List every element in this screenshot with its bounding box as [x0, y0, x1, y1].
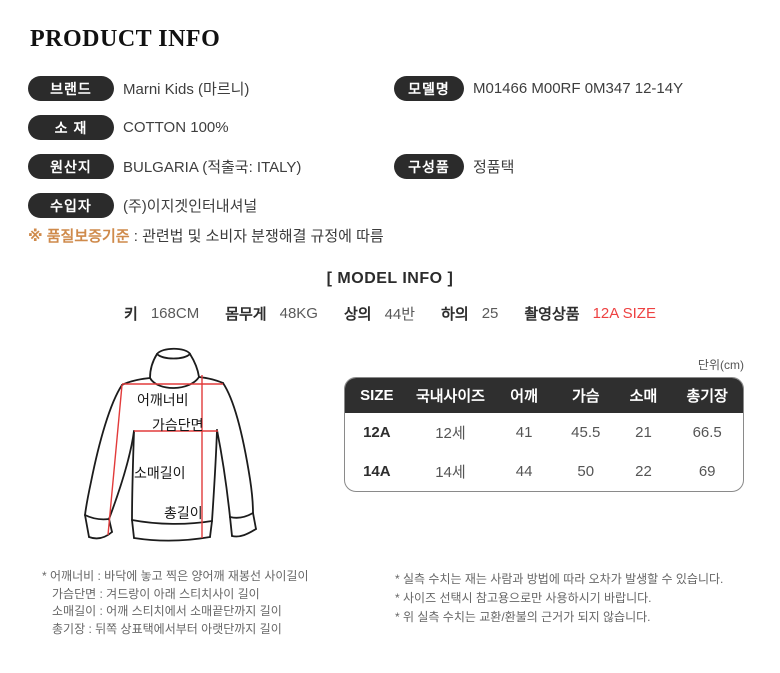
importer-value: (주)이지겟인터내셔널	[123, 198, 258, 215]
size-table-header-row: SIZE 국내사이즈 어깨 가슴 소매 총기장	[345, 378, 743, 413]
model-name-value: M01466 M00RF 0M347 12-14Y	[473, 80, 684, 97]
model-info-value: 168CM	[150, 305, 200, 322]
cell-chest: 45.5	[571, 424, 601, 441]
col-header-size: SIZE	[345, 378, 409, 413]
brand-value: Marni Kids (마르니)	[123, 81, 250, 98]
model-info-label: 하의	[441, 306, 469, 323]
model-info-highlight-value: 12A SIZE	[592, 305, 656, 322]
model-info-value: 44반	[384, 306, 416, 323]
quality-guarantee-label: ※ 품질보증기준	[28, 228, 130, 245]
cell-total-length: 66.5	[692, 424, 722, 441]
model-info-label: 키	[124, 306, 138, 323]
model-info-label: 촬영상품	[524, 306, 580, 323]
origin-label-badge: 원산지	[28, 154, 114, 179]
col-header-domestic-size: 국내사이즈	[408, 378, 493, 413]
col-header-total-length: 총기장	[671, 378, 743, 413]
model-info-weight: 몸무게 48KG	[225, 303, 318, 324]
material-label-badge: 소 재	[28, 115, 114, 140]
model-info-value: 25	[481, 305, 499, 322]
spec-row-material: 소 재 COTTON 100%	[28, 115, 229, 140]
material-value: COTTON 100%	[123, 119, 229, 136]
model-info-heading: [ MODEL INFO ]	[326, 270, 454, 287]
table-row: 14A 14세 44 50 22 69	[345, 452, 743, 491]
unit-note: 단위(cm)	[697, 358, 744, 372]
size-table: SIZE 국내사이즈 어깨 가슴 소매 총기장 12A 12세 41 45.5 …	[344, 377, 744, 492]
model-name-label-badge: 모델명	[394, 76, 464, 101]
col-header-chest: 가슴	[555, 378, 616, 413]
brand-label-badge: 브랜드	[28, 76, 114, 101]
disclaimer-footnotes: * 실측 수치는 재는 사람과 방법에 따라 오차가 발생할 수 있습니다. *…	[395, 570, 723, 627]
footnote-line: * 실측 수치는 재는 사람과 방법에 따라 오차가 발생할 수 있습니다.	[395, 572, 724, 586]
model-info-row: 키 168CM 몸무게 48KG 상의 44반 하의 25 촬영상품 12A S…	[0, 303, 780, 324]
col-header-shoulder: 어깨	[492, 378, 556, 413]
cell-shoulder: 41	[515, 424, 533, 441]
table-row: 12A 12세 41 45.5 21 66.5	[345, 413, 743, 452]
components-label-badge: 구성품	[394, 154, 464, 179]
model-info-height: 키 168CM	[124, 303, 199, 324]
spec-row-model-name: 모델명 M01466 M00RF 0M347 12-14Y	[394, 76, 683, 101]
measurement-footnotes: * 어깨너비 : 바닥에 놓고 찍은 양어깨 재봉선 사이길이 가슴단면 : 겨…	[42, 568, 309, 638]
model-info-label: 상의	[343, 306, 372, 323]
diagram-chest-label: 가슴단면	[152, 417, 204, 433]
cell-sleeve: 22	[635, 463, 652, 480]
footnote-line: * 어깨너비 : 바닥에 놓고 찍은 양어깨 재봉선 사이길이	[42, 569, 309, 583]
cell-sleeve: 21	[635, 424, 652, 441]
quality-guarantee-note: ※ 품질보증기준 : 관련법 및 소비자 분쟁해결 규정에 따름	[28, 225, 384, 246]
components-value: 정품택	[473, 159, 515, 176]
diagram-shoulder-label: 어깨너비	[137, 392, 189, 408]
footnote-line: 소매길이 : 어깨 스티치에서 소매끝단까지 길이	[52, 604, 282, 618]
model-info-bottom-size: 하의 25	[441, 303, 498, 324]
importer-label-badge: 수입자	[28, 193, 114, 218]
quality-guarantee-text: : 관련법 및 소비자 분쟁해결 규정에 따름	[133, 228, 384, 245]
model-info-label: 몸무게	[225, 306, 267, 323]
origin-value: BULGARIA (적출국: ITALY)	[123, 159, 302, 176]
garment-measurement-diagram: 어깨너비 가슴단면 소매길이 총길이	[60, 330, 320, 560]
cell-chest: 50	[577, 463, 595, 480]
diagram-sleeve-label: 소매길이	[134, 465, 186, 481]
model-info-value: 48KG	[279, 305, 318, 322]
diagram-total-length-label: 총길이	[164, 505, 203, 521]
spec-row-importer: 수입자 (주)이지겟인터내셔널	[28, 193, 257, 218]
model-info-shot-size: 촬영상품 12A SIZE	[524, 303, 656, 324]
footnote-line: 가슴단면 : 겨드랑이 아래 스티치사이 길이	[52, 586, 260, 601]
page-title: PRODUCT INFO	[30, 26, 221, 52]
sleeve-length-line	[107, 384, 123, 536]
spec-row-brand: 브랜드 Marni Kids (마르니)	[28, 76, 249, 101]
cell-domestic-size: 14세	[435, 464, 466, 481]
sweater-outline-drawing	[84, 347, 257, 542]
cell-domestic-size: 12세	[435, 425, 466, 442]
col-header-sleeve: 소매	[615, 378, 672, 413]
spec-row-components: 구성품 정품택	[394, 154, 514, 179]
footnote-line: * 사이즈 선택시 참고용으로만 사용하시기 바랍니다.	[395, 591, 652, 605]
cell-shoulder: 44	[515, 463, 533, 480]
model-info-top-size: 상의 44반	[344, 303, 415, 324]
footnote-line: * 위 실측 수치는 교환/환불의 근거가 되지 않습니다.	[395, 610, 651, 624]
footnote-line: 총기장 : 뒤쪽 상표택에서부터 아랫단까지 길이	[52, 621, 282, 636]
cell-size: 14A	[363, 463, 391, 480]
cell-total-length: 69	[698, 463, 716, 480]
spec-row-origin: 원산지 BULGARIA (적출국: ITALY)	[28, 154, 301, 179]
cell-size: 12A	[363, 424, 391, 441]
